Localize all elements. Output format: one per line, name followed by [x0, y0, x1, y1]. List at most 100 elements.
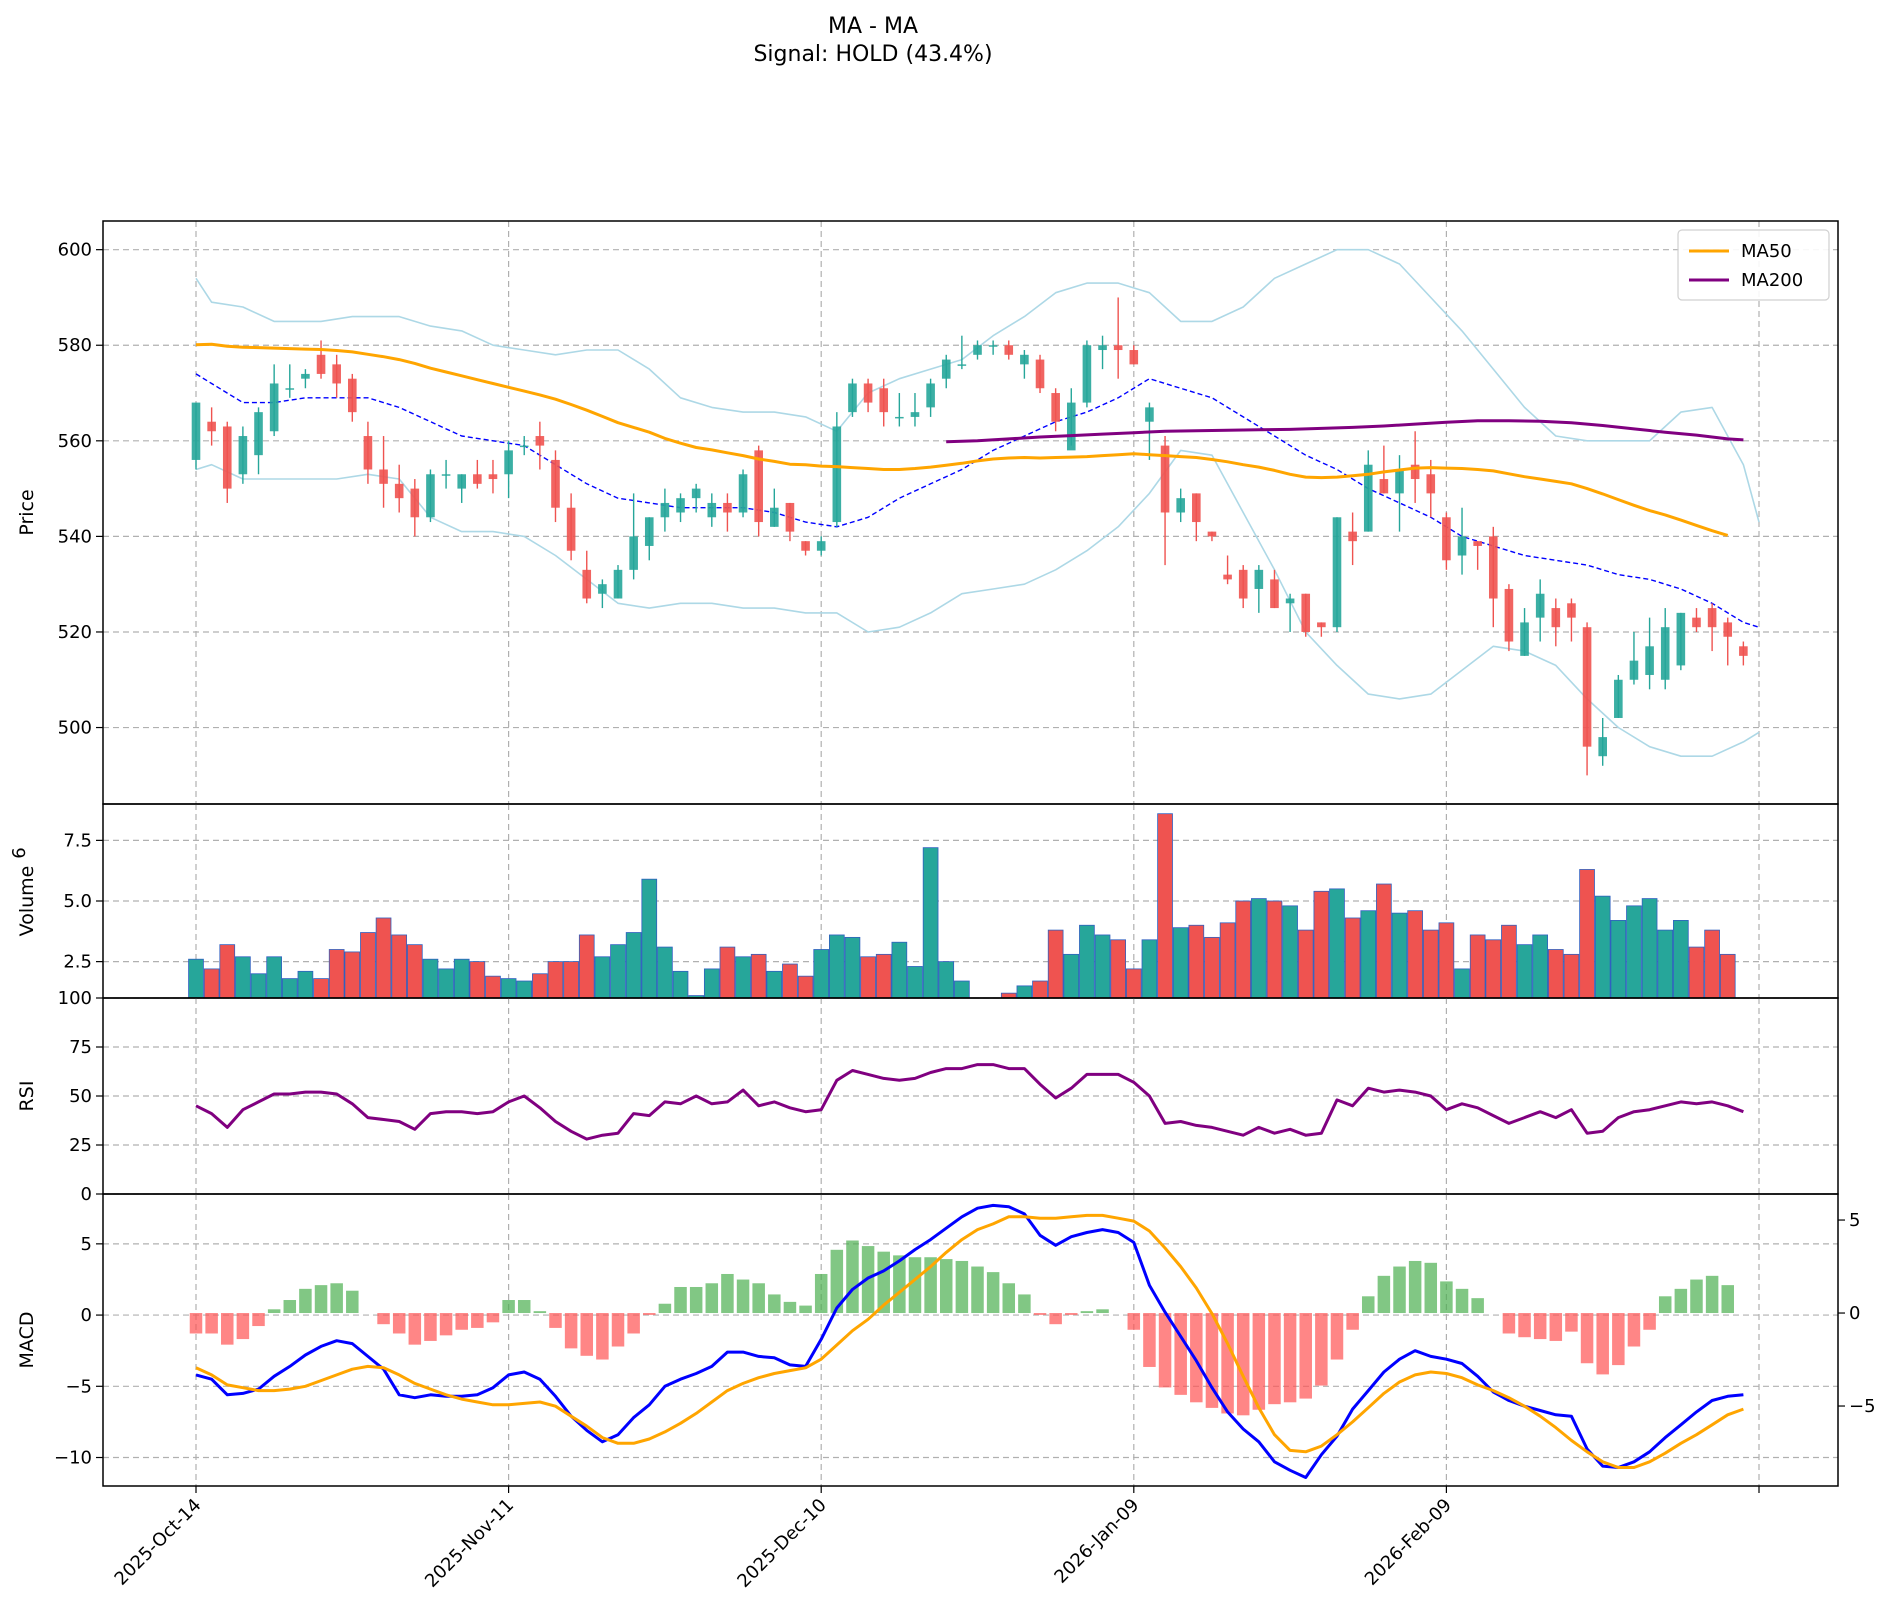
candle-body — [1223, 574, 1232, 580]
macd-histogram-bar — [1721, 1285, 1734, 1314]
macd-histogram-bar — [1455, 1288, 1469, 1314]
macd-histogram-bar — [674, 1286, 687, 1314]
volume-bar — [1532, 934, 1549, 999]
volume-bar — [1407, 910, 1423, 999]
volume-bar — [203, 968, 220, 999]
volume-bar — [266, 956, 282, 999]
price-ytick-label: 600 — [58, 240, 92, 261]
macd-histogram-bar — [627, 1313, 640, 1334]
price-panel: 500 520 540 560 580 600 Price — [16, 220, 1839, 805]
bollinger-mid-line — [195, 373, 1760, 628]
volume-bar — [281, 978, 298, 999]
volume-bar — [578, 934, 595, 999]
candle-body — [504, 450, 513, 475]
candle-body — [1707, 608, 1717, 628]
candle-body — [1160, 445, 1170, 513]
volume-bar — [1626, 905, 1642, 999]
macd-histogram-bar — [1612, 1313, 1625, 1366]
macd-ytick-label: −5 — [65, 1376, 92, 1397]
macd-histogram-bar — [643, 1313, 656, 1315]
candle-body — [863, 383, 873, 403]
volume-panel: 100 2.5 5.0 7.5 Volume 6 — [9, 803, 1839, 1009]
volume-bar — [625, 932, 642, 999]
volume-bar — [1501, 924, 1517, 999]
macd-histogram-bar — [705, 1283, 719, 1314]
candle-body — [1395, 469, 1404, 494]
candle-body — [1645, 646, 1654, 675]
candle-body — [1629, 660, 1639, 680]
candle-body — [644, 517, 654, 546]
macd-histogram-bar — [1315, 1313, 1328, 1386]
volume-bar — [516, 980, 533, 999]
macd-histogram-bar — [877, 1251, 890, 1314]
macd-histogram-bar — [1533, 1313, 1547, 1340]
candle-body — [394, 483, 404, 499]
macd-histogram-bar — [611, 1313, 625, 1347]
volume-bar — [1251, 898, 1267, 999]
volume-bar — [391, 934, 408, 999]
candle-body — [848, 383, 857, 413]
macd-histogram-bar — [533, 1311, 547, 1314]
candle-body — [816, 541, 826, 551]
macd-histogram-bar — [1221, 1313, 1234, 1414]
macd-line — [195, 1203, 1744, 1479]
candle-body — [801, 541, 810, 551]
volume-bar — [813, 949, 830, 999]
volume-bar — [1204, 936, 1220, 999]
macd-histogram-bar — [1549, 1313, 1563, 1341]
candle-body — [363, 436, 373, 470]
x-tick-label: 2025-Nov-11 — [421, 1495, 518, 1592]
volume-bar — [485, 975, 501, 999]
volume-bar — [1657, 929, 1674, 999]
candle-body — [332, 364, 341, 384]
candle-body — [926, 383, 935, 408]
candle-body — [1285, 598, 1295, 604]
macd-histogram-bar — [377, 1313, 390, 1325]
macd-histogram-bar — [893, 1255, 906, 1314]
volume-bar — [453, 958, 470, 999]
chart-title: MA - MA — [828, 14, 918, 39]
volume-bar — [719, 946, 736, 999]
candle-body — [1176, 498, 1185, 513]
volume-bar — [1469, 934, 1486, 999]
macd-histogram-bar — [564, 1313, 578, 1349]
candle-body — [1535, 593, 1545, 618]
macd-histogram-bar — [1361, 1296, 1375, 1314]
volume-bar — [1079, 924, 1095, 999]
rsi-ytick-label: 25 — [69, 1135, 92, 1156]
macd-histogram-bar — [1518, 1313, 1531, 1338]
volume-bar — [1391, 912, 1408, 999]
macd-histogram-bar — [986, 1272, 1000, 1314]
macd-histogram-bar — [283, 1300, 297, 1314]
candle-body — [1317, 622, 1326, 628]
price-frame — [102, 220, 1839, 805]
macd-histogram-bar — [580, 1313, 594, 1356]
volume-bar — [297, 970, 314, 999]
macd-histogram-bar — [267, 1309, 281, 1314]
candle-body — [895, 416, 904, 419]
candle-body — [988, 345, 998, 347]
candle-body — [1020, 354, 1029, 365]
candle-body — [269, 383, 279, 432]
candle-body — [441, 474, 451, 476]
macd-histogram-bar — [1049, 1313, 1062, 1325]
macd-histogram-bar — [1330, 1313, 1344, 1360]
macd-histogram-bar — [830, 1249, 844, 1314]
volume-bar — [1360, 910, 1377, 999]
macd-histogram-bar — [1674, 1288, 1688, 1314]
volume-bar — [1454, 968, 1470, 999]
macd-histogram-bar — [1565, 1313, 1578, 1332]
candle-body — [629, 536, 638, 570]
volume-ytick-label: 100 — [58, 988, 92, 1009]
volume-bar — [829, 934, 845, 999]
candle-body — [707, 502, 717, 518]
macd-histogram-bar — [908, 1257, 922, 1314]
volume-bar — [954, 980, 970, 999]
volume-bar — [532, 973, 548, 999]
volume-bar — [1172, 927, 1189, 999]
candle-body — [1098, 345, 1107, 351]
volume-bar — [1125, 968, 1142, 999]
candle-body — [1676, 612, 1686, 666]
candle-body — [1379, 479, 1389, 494]
macd-histogram-bar — [549, 1313, 562, 1328]
